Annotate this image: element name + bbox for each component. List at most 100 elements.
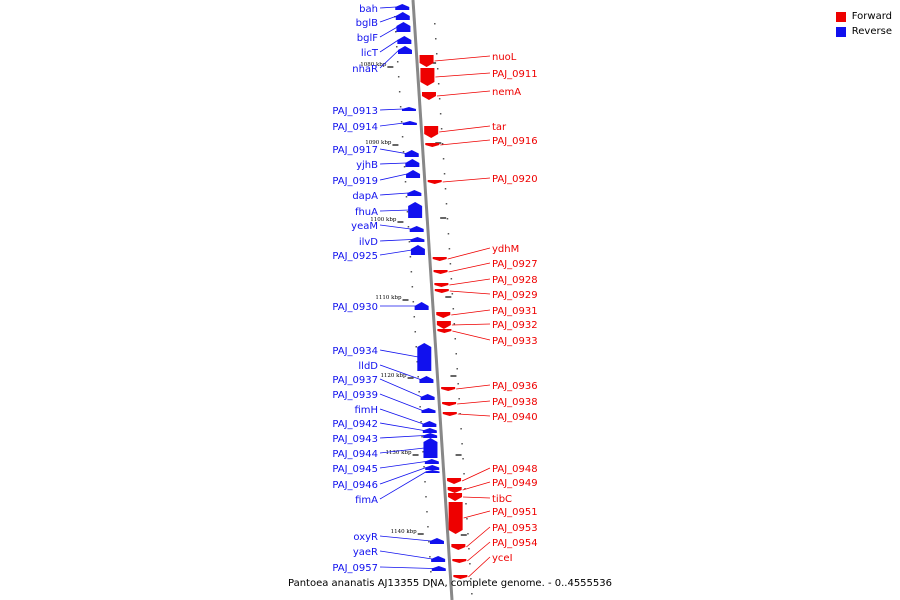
- minor-dot: [471, 593, 473, 595]
- gene-label-PAJ_0937: PAJ_0937: [332, 375, 378, 386]
- minor-dot: [468, 548, 470, 550]
- minor-dot: [465, 503, 467, 505]
- gene-feature-lldD: [419, 376, 434, 383]
- minor-dot: [416, 361, 418, 363]
- gene-label-fimH: fimH: [354, 405, 378, 416]
- minor-dot: [458, 398, 460, 400]
- gene-label-dapA: dapA: [352, 191, 378, 202]
- scale-tick-label: 1130 kbp: [385, 450, 412, 456]
- minor-dot: [399, 106, 402, 108]
- minor-dot: [435, 38, 437, 40]
- gene-leader-line: [379, 162, 407, 165]
- minor-dot: [410, 271, 413, 273]
- minor-dot: [470, 578, 472, 580]
- minor-dot: [438, 98, 441, 100]
- gene-leader-line: [447, 247, 491, 260]
- minor-dot: [398, 91, 401, 93]
- gene-label-nuoL: nuoL: [492, 52, 517, 63]
- gene-label-PAJ_0919: PAJ_0919: [332, 176, 378, 187]
- gene-feature-PAJ_0944: [423, 438, 438, 458]
- gene-feature-fhuA: [408, 202, 423, 218]
- minor-dot: [414, 331, 417, 333]
- minor-dot: [445, 203, 448, 205]
- minor-dot: [448, 248, 451, 250]
- gene-feature-PAJ_0933: [437, 329, 452, 333]
- scale-tick-label: 1120 kbp: [380, 373, 407, 379]
- minor-dot: [441, 143, 444, 145]
- minor-dot: [430, 571, 432, 573]
- minor-dot: [408, 241, 411, 243]
- minor-dot: [426, 511, 428, 513]
- minor-dot: [434, 23, 436, 25]
- gene-leader-line: [463, 510, 491, 519]
- minor-dot: [469, 563, 471, 565]
- gene-label-PAJ_0920: PAJ_0920: [492, 174, 538, 185]
- gene-leader-line: [379, 148, 406, 154]
- gene-leader-line: [379, 6, 397, 9]
- minor-dot: [405, 196, 408, 198]
- gene-label-bglF: bglF: [357, 33, 378, 44]
- gene-label-PAJ_0928: PAJ_0928: [492, 275, 538, 286]
- gene-label-bglB: bglB: [356, 18, 378, 29]
- gene-feature-PAJ_0942: [422, 428, 437, 433]
- gene-leader-line: [379, 408, 424, 425]
- minor-dot: [423, 466, 425, 468]
- minor-dot: [406, 211, 409, 213]
- gene-label-PAJ_0931: PAJ_0931: [492, 306, 538, 317]
- gene-label-licT: licT: [361, 48, 379, 59]
- gene-leader-line: [379, 249, 412, 256]
- gene-feature-nemA: [421, 92, 436, 100]
- minor-dot: [460, 428, 462, 430]
- gene-label-yjhB: yjhB: [356, 160, 378, 171]
- minor-dot: [449, 263, 452, 265]
- minor-dot: [447, 233, 450, 235]
- gene-label-yceI: yceI: [492, 553, 513, 564]
- gene-leader-line: [379, 108, 403, 111]
- gene-feature-PAJ_0931: [436, 312, 451, 318]
- minor-dot: [402, 151, 405, 153]
- gene-leader-line: [379, 224, 411, 230]
- gene-feature-PAJ_0920: [427, 180, 442, 184]
- gene-label-PAJ_0933: PAJ_0933: [492, 336, 538, 347]
- gene-label-PAJ_0925: PAJ_0925: [332, 251, 378, 262]
- gene-label-PAJ_0942: PAJ_0942: [332, 419, 378, 430]
- gene-leader-line: [451, 323, 491, 326]
- minor-dot: [400, 121, 403, 123]
- gene-label-PAJ_0953: PAJ_0953: [492, 523, 538, 534]
- minor-dot: [429, 556, 431, 558]
- gene-leader-line: [435, 72, 491, 78]
- gene-feature-PAJ_0957: [431, 566, 446, 571]
- gene-label-PAJ_0930: PAJ_0930: [332, 302, 378, 313]
- legend-reverse-label: Reverse: [851, 26, 892, 37]
- minor-dot: [456, 368, 458, 370]
- gene-feature-yceI: [453, 575, 468, 579]
- gene-leader-line: [448, 262, 491, 273]
- gene-feature-PAJ_0911: [420, 68, 435, 86]
- minor-dot: [412, 301, 415, 303]
- gene-feature-PAJ_0916: [425, 143, 440, 147]
- minor-dot: [446, 218, 449, 220]
- minor-dot: [454, 338, 457, 340]
- minor-dot: [415, 346, 417, 348]
- gene-feature-bglF: [396, 22, 411, 32]
- gene-leader-line: [436, 90, 491, 97]
- gene-feature-PAJ_0930: [414, 302, 429, 310]
- gene-leader-line: [379, 26, 398, 38]
- scale-tick-label: 1100 kbp: [370, 217, 397, 223]
- gene-leader-line: [379, 467, 427, 485]
- minor-dot: [401, 136, 404, 138]
- gene-leader-line: [449, 278, 491, 286]
- gene-label-PAJ_0940: PAJ_0940: [492, 412, 538, 423]
- gene-leader-line: [379, 378, 422, 398]
- gene-feature-bglB: [395, 12, 410, 20]
- gene-label-PAJ_0932: PAJ_0932: [492, 320, 538, 331]
- gene-label-yeaM: yeaM: [351, 221, 378, 232]
- gene-leader-line: [379, 239, 412, 242]
- gene-feature-PAJ_0937: [420, 394, 435, 400]
- gene-feature-ydhM: [432, 257, 447, 261]
- scale-tick-label: 1090 kbp: [365, 140, 392, 146]
- gene-leader-line: [457, 413, 491, 417]
- gene-label-PAJ_0951: PAJ_0951: [492, 507, 538, 518]
- minor-dot: [464, 488, 466, 490]
- forward-swatch: [835, 11, 846, 22]
